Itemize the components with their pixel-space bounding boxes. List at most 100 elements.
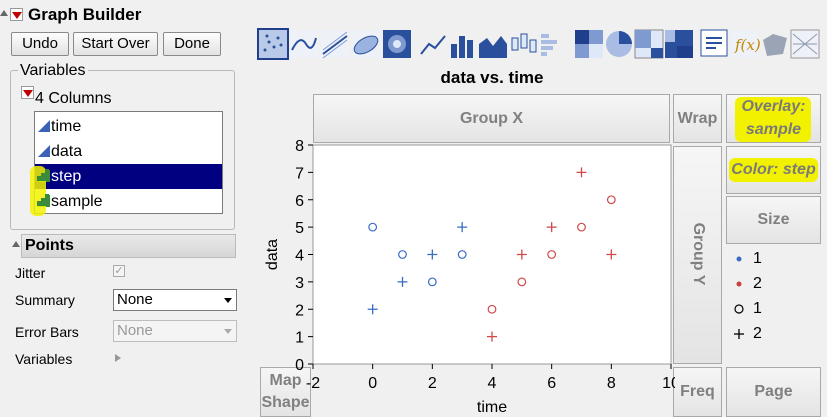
wrap-label: Wrap [677, 110, 718, 127]
data-point-circle [517, 277, 527, 287]
data-point-circle [606, 195, 616, 205]
line-of-fit-icon [321, 30, 349, 59]
undo-button[interactable]: Undo [11, 32, 69, 56]
caption-icon [700, 29, 728, 57]
x-tick-label: 6 [547, 375, 556, 392]
element-icons: f(x) [257, 28, 820, 60]
collapse-icon[interactable] [12, 241, 20, 247]
wrap-zone[interactable]: Wrap [673, 94, 722, 143]
mosaic-icon [665, 30, 693, 58]
data-point-plus [397, 276, 408, 287]
data-point-plus [457, 222, 468, 233]
column-item-data[interactable]: data [35, 139, 222, 164]
legend-marker-step-2 [736, 281, 742, 287]
summary-value: None [117, 291, 153, 308]
ordinal-icon [37, 169, 49, 181]
start-over-button[interactable]: Start Over [73, 32, 158, 56]
x-tick-label: 0 [368, 375, 377, 392]
x-tick-label: 8 [607, 375, 616, 392]
box-plot-icon [511, 33, 537, 53]
done-button[interactable]: Done [163, 32, 221, 56]
data-point-circle [457, 250, 467, 259]
line-icon [420, 35, 446, 55]
y-tick-label: 7 [295, 165, 304, 182]
data-point-circle [487, 304, 497, 314]
summary-select[interactable]: None [113, 289, 237, 311]
chevron-down-icon [224, 329, 232, 334]
y-tick-label: 6 [295, 193, 304, 210]
x-tick-label: 4 [488, 375, 497, 392]
column-item-time[interactable]: time [35, 114, 222, 139]
area-icon [479, 36, 507, 58]
points-dots-icon [263, 34, 283, 52]
legend-markers [734, 256, 744, 339]
y-tick-label: 8 [295, 140, 304, 155]
overlay-variable: sample [745, 121, 802, 138]
variables-title: Variables [18, 62, 88, 80]
y-tick-label: 4 [295, 248, 304, 265]
pie-icon [606, 31, 632, 57]
chart-title: data vs. time [440, 68, 544, 87]
continuous-icon [38, 145, 50, 157]
page-zone[interactable]: Page [726, 367, 821, 417]
data-point-plus [367, 304, 378, 315]
column-label: sample [51, 193, 103, 210]
color-zone[interactable]: Color: step [726, 146, 821, 194]
ordinal-icon [37, 194, 49, 206]
jitter-checkbox[interactable]: ✓ [113, 265, 125, 277]
column-item-step[interactable]: step [35, 164, 222, 189]
group-y-zone[interactable]: Group Y [673, 146, 722, 364]
data-point-plus [516, 249, 527, 260]
legend-marker-sample-2 [734, 329, 744, 339]
title-bar: Graph Builder [0, 0, 827, 30]
column-label: step [51, 168, 82, 185]
group-y-label: Group Y [690, 222, 707, 286]
legend: 1 2 1 2 [726, 248, 821, 360]
y-tick-label: 3 [295, 275, 304, 292]
size-zone[interactable]: Size [726, 196, 821, 244]
column-item-sample[interactable]: sample [35, 189, 222, 214]
data-point-circle [577, 222, 586, 232]
error-bars-select: None [113, 320, 237, 342]
map-shape-zone[interactable]: Map Shape [260, 367, 311, 417]
data-point-circle [427, 277, 437, 287]
points-title: Points [25, 237, 74, 254]
contour-icon [383, 30, 411, 58]
data-point-plus [606, 249, 617, 260]
data-point-plus [576, 167, 587, 178]
legend-label: 1 [753, 300, 762, 317]
data-point-circle [398, 250, 407, 259]
ellipse-icon [352, 30, 380, 58]
size-label: Size [757, 211, 790, 228]
data-point-plus [487, 331, 497, 342]
legend-label: 2 [753, 325, 762, 342]
points-header[interactable]: Points [21, 234, 236, 258]
group-x-zone[interactable]: Group X [313, 94, 670, 143]
y-tick-label: 1 [295, 330, 304, 347]
color-highlight [729, 158, 818, 182]
x-tick-label: 10 [662, 375, 675, 392]
overlay-highlight [735, 97, 811, 142]
columns-label: 4 Columns [35, 90, 112, 107]
bar-icon [451, 36, 473, 58]
data-point-plus [546, 222, 557, 233]
columns-menu-icon[interactable] [21, 86, 34, 99]
map-shape-icon [763, 34, 787, 56]
data-point-plus [427, 249, 438, 260]
expand-icon[interactable] [0, 10, 8, 16]
freq-zone[interactable]: Freq [673, 367, 722, 417]
x-tick-label: -2 [306, 375, 320, 392]
graph-builder-menu-icon[interactable] [10, 8, 23, 21]
chevron-right-icon[interactable] [115, 354, 121, 362]
column-label: time [51, 118, 82, 135]
column-list[interactable]: time data step sample [34, 111, 223, 214]
column-label: data [51, 143, 83, 160]
color-label: Color: step [731, 161, 816, 178]
overlay-zone[interactable]: Overlay: sample [726, 94, 821, 143]
summary-label: Summary [15, 292, 75, 308]
page-label: Page [754, 383, 793, 400]
legend-marker-step-1 [736, 256, 742, 262]
data-point-circle [368, 222, 378, 232]
continuous-icon [38, 120, 50, 132]
